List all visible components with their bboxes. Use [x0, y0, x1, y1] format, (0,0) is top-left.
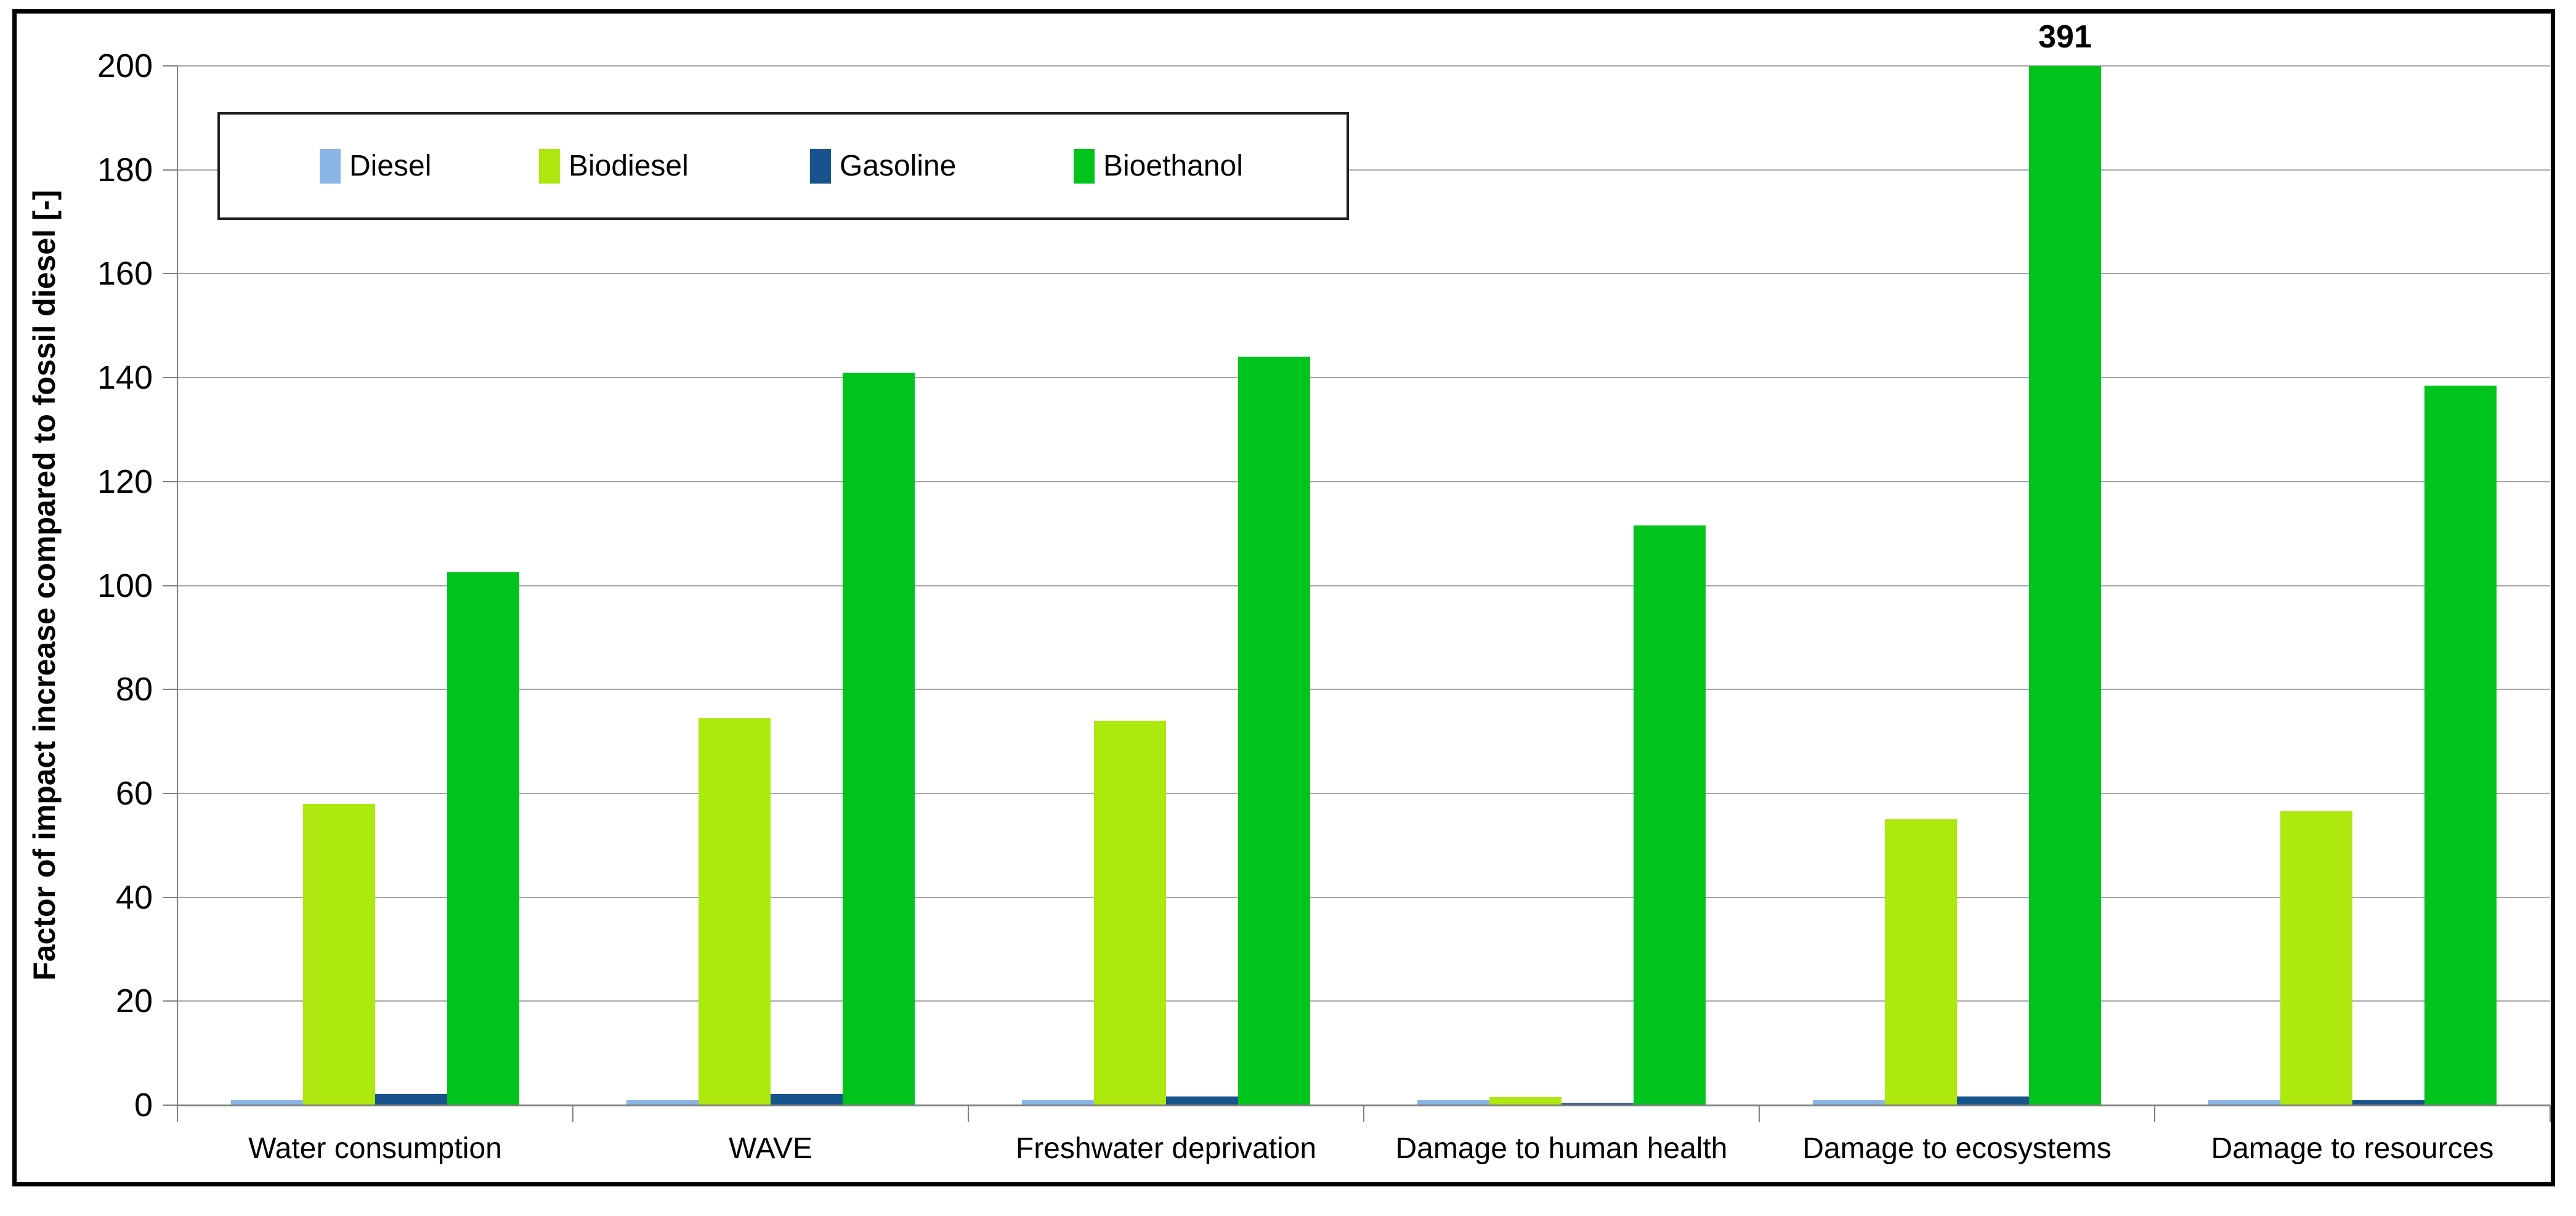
bar-gasoline-4 [1957, 1096, 2029, 1105]
y-tick-label-160: 160 [97, 255, 153, 293]
bar-gasoline-0 [375, 1094, 447, 1105]
y-tick-mark-120 [163, 480, 177, 482]
bar-gasoline-2 [1166, 1096, 1238, 1105]
category-label-3: Damage to human health [1395, 1132, 1728, 1165]
y-tick-mark-0 [163, 1105, 177, 1106]
legend-item-biodiesel: Biodiesel [539, 115, 689, 217]
bar-biodiesel-1 [699, 718, 771, 1105]
bar-diesel-4 [1813, 1100, 1885, 1105]
y-tick-mark-20 [163, 1000, 177, 1002]
y-tick-label-180: 180 [97, 151, 153, 188]
bar-diesel-2 [1022, 1100, 1094, 1105]
x-tick-mark-4 [1759, 1105, 1760, 1122]
bar-diesel-3 [1417, 1100, 1489, 1105]
y-tick-label-200: 200 [97, 47, 153, 84]
y-tick-mark-160 [163, 273, 177, 275]
legend-swatch-biodiesel [539, 148, 560, 184]
y-tick-label-80: 80 [115, 671, 153, 708]
x-tick-mark-6 [2550, 1105, 2551, 1122]
bar-diesel-5 [2208, 1100, 2280, 1105]
category-label-5: Damage to resources [2211, 1132, 2494, 1165]
bar-biodiesel-2 [1094, 720, 1166, 1105]
gridline-200 [177, 65, 2550, 67]
bar-biodiesel-5 [2280, 811, 2352, 1105]
gridline-100 [177, 585, 2550, 586]
gridline-20 [177, 1000, 2550, 1002]
x-tick-mark-2 [968, 1105, 969, 1122]
category-label-4: Damage to ecosystems [1802, 1132, 2112, 1165]
bar-gasoline-3 [1561, 1103, 1634, 1105]
bar-bioethanol-4 [2029, 66, 2101, 1105]
legend-item-bioethanol: Bioethanol [1074, 115, 1243, 217]
y-tick-label-0: 0 [134, 1087, 153, 1124]
y-tick-mark-60 [163, 792, 177, 794]
legend-swatch-diesel [320, 148, 341, 184]
legend-label-biodiesel: Biodiesel [569, 150, 689, 182]
bar-gasoline-1 [771, 1094, 843, 1105]
legend-item-diesel: Diesel [320, 115, 431, 217]
bar-value-annotation: 391 [2038, 19, 2092, 55]
gridline-160 [177, 273, 2550, 275]
legend-label-gasoline: Gasoline [840, 150, 957, 182]
bar-bioethanol-3 [1634, 525, 1706, 1105]
y-tick-label-40: 40 [115, 878, 153, 916]
gridline-180 [177, 169, 2550, 171]
bar-bioethanol-1 [843, 372, 915, 1105]
y-tick-mark-40 [163, 896, 177, 898]
legend-label-diesel: Diesel [349, 150, 432, 182]
legend-swatch-bioethanol [1074, 148, 1095, 184]
x-tick-mark-1 [572, 1105, 573, 1122]
gridline-40 [177, 896, 2550, 898]
bar-bioethanol-0 [447, 572, 519, 1105]
x-tick-mark-3 [1363, 1105, 1364, 1122]
bar-biodiesel-4 [1885, 819, 1957, 1105]
y-tick-label-140: 140 [97, 359, 153, 397]
y-tick-mark-200 [163, 65, 177, 67]
y-axis-line [177, 66, 178, 1120]
y-axis-title: Factor of impact increase compared to fo… [27, 190, 62, 981]
category-label-1: WAVE [728, 1132, 812, 1165]
legend-swatch-gasoline [810, 148, 831, 184]
legend: Diesel Biodiesel Gasoline Bioethanol [217, 112, 1349, 220]
bar-bioethanol-2 [1238, 357, 1310, 1105]
x-tick-mark-0 [177, 1105, 178, 1122]
gridline-120 [177, 480, 2550, 482]
bar-biodiesel-0 [303, 803, 375, 1105]
gridline-60 [177, 792, 2550, 794]
category-label-0: Water consumption [248, 1132, 502, 1165]
gridline-80 [177, 689, 2550, 691]
bar-gasoline-5 [2352, 1100, 2424, 1105]
gridline-140 [177, 377, 2550, 379]
x-tick-mark-5 [2154, 1105, 2155, 1122]
bar-diesel-1 [626, 1100, 699, 1105]
legend-label-bioethanol: Bioethanol [1103, 150, 1243, 182]
y-tick-label-20: 20 [115, 983, 153, 1020]
legend-item-gasoline: Gasoline [810, 115, 956, 217]
bar-diesel-0 [231, 1100, 303, 1105]
y-tick-mark-80 [163, 689, 177, 691]
y-tick-mark-100 [163, 585, 177, 586]
bar-bioethanol-5 [2424, 385, 2497, 1105]
y-tick-label-60: 60 [115, 774, 153, 812]
y-tick-label-120: 120 [97, 463, 153, 500]
y-tick-mark-180 [163, 169, 177, 171]
category-label-2: Freshwater deprivation [1015, 1132, 1317, 1165]
bar-biodiesel-3 [1489, 1096, 1561, 1105]
y-tick-label-100: 100 [97, 567, 153, 604]
y-tick-mark-140 [163, 377, 177, 379]
